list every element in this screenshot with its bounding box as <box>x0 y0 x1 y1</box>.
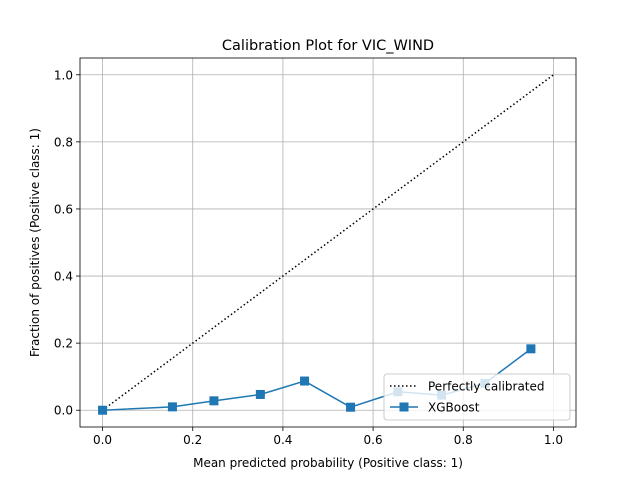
x-axis-label: Mean predicted probability (Positive cla… <box>193 456 463 470</box>
legend-xgboost-label: XGBoost <box>428 401 480 415</box>
xgboost-point <box>300 376 310 386</box>
x-tick-label: 0.2 <box>183 433 202 447</box>
legend-xgboost-marker <box>399 402 409 412</box>
x-tick-label: 0.0 <box>93 433 112 447</box>
legend-perfectly-calibrated-label: Perfectly calibrated <box>428 380 545 394</box>
xgboost-point <box>255 389 265 399</box>
series-layer <box>98 74 554 415</box>
x-tick-label: 1.0 <box>544 433 563 447</box>
tick-layer: 0.0 0.2 0.4 0.6 0.8 1.0 0.0 0.2 0.4 0.6 0.8 1.0 <box>54 68 563 447</box>
legend-box <box>383 373 571 421</box>
y-tick-label: 0.2 <box>54 337 73 351</box>
chart-title: Calibration Plot for VIC_WIND <box>222 38 434 54</box>
y-axis-label: Fraction of positives (Positive class: 1… <box>28 128 42 357</box>
xgboost-point <box>346 402 356 412</box>
x-tick-label: 0.4 <box>273 433 292 447</box>
legend: Perfectly calibrated XGBoost <box>383 373 571 421</box>
x-tick-label: 0.6 <box>364 433 383 447</box>
xgboost-point <box>526 344 536 354</box>
xgboost-point <box>98 405 108 415</box>
grid-layer <box>80 58 576 427</box>
perfectly-calibrated-line <box>102 74 554 411</box>
x-tick-label: 0.8 <box>454 433 473 447</box>
plot-frame <box>79 57 577 428</box>
y-tick-label: 1.0 <box>54 68 73 82</box>
xgboost-point <box>209 396 219 406</box>
y-tick-label: 0.0 <box>54 404 73 418</box>
y-tick-label: 0.8 <box>54 135 73 149</box>
y-tick-label: 0.4 <box>54 270 73 284</box>
xgboost-point <box>167 402 177 412</box>
y-tick-label: 0.6 <box>54 202 73 216</box>
